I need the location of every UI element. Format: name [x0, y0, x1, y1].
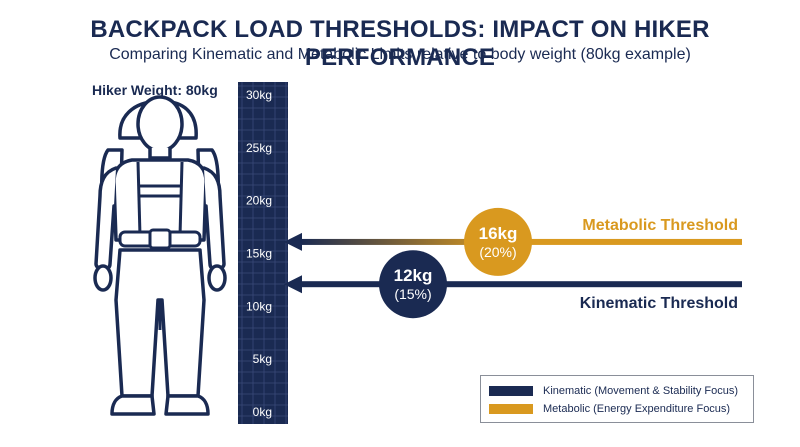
legend-swatch-kinematic [489, 386, 533, 396]
scale-grid [238, 82, 288, 424]
scale-tick-label: 25kg [246, 141, 272, 155]
hiker-weight-label: Hiker Weight: 80kg [92, 82, 218, 98]
legend-item-metabolic: Metabolic (Energy Expenditure Focus) [489, 402, 730, 416]
metabolic-percent-label: (20%) [479, 244, 516, 260]
scale-tick-label: 10kg [246, 299, 272, 313]
metabolic-threshold-name: Metabolic Threshold [582, 217, 738, 234]
page-subtitle: Comparing Kinematic and Metabolic Limits… [109, 46, 691, 63]
scale-column [238, 82, 288, 424]
page-title: BACKPACK LOAD THRESHOLDS: IMPACT ON HIKE… [90, 16, 710, 71]
kinematic-threshold-name: Kinematic Threshold [580, 295, 738, 312]
metabolic-value-bubble: 16kg (20%) [464, 207, 532, 276]
scale-tick-label: 30kg [246, 88, 272, 102]
legend-item-kinematic: Kinematic (Movement & Stability Focus) [489, 384, 738, 398]
hip-belt-buckle [148, 228, 172, 250]
scale-tick-label: 5kg [253, 352, 272, 366]
hiker-figure-icon [93, 95, 227, 416]
kinematic-value-label: 12kg [394, 266, 433, 285]
scale-tick-label: 20kg [246, 194, 272, 208]
backpack-straps [136, 161, 184, 237]
scale-tick-label: 0kg [253, 405, 272, 419]
scale-ticks: 30kg 25kg 20kg 15kg 10kg 5kg 0kg [246, 88, 272, 419]
scale-tick-label: 15kg [246, 247, 272, 261]
kinematic-threshold-arrow [284, 275, 742, 294]
legend-swatch-metabolic [489, 404, 533, 414]
legend-label-kinematic: Kinematic (Movement & Stability Focus) [543, 385, 739, 397]
metabolic-value-label: 16kg [479, 224, 518, 243]
legend-label-metabolic: Metabolic (Energy Expenditure Focus) [543, 403, 731, 415]
kinematic-percent-label: (15%) [394, 286, 431, 302]
legend: Kinematic (Movement & Stability Focus) M… [480, 375, 754, 423]
kinematic-value-bubble: 12kg (15%) [379, 250, 447, 319]
